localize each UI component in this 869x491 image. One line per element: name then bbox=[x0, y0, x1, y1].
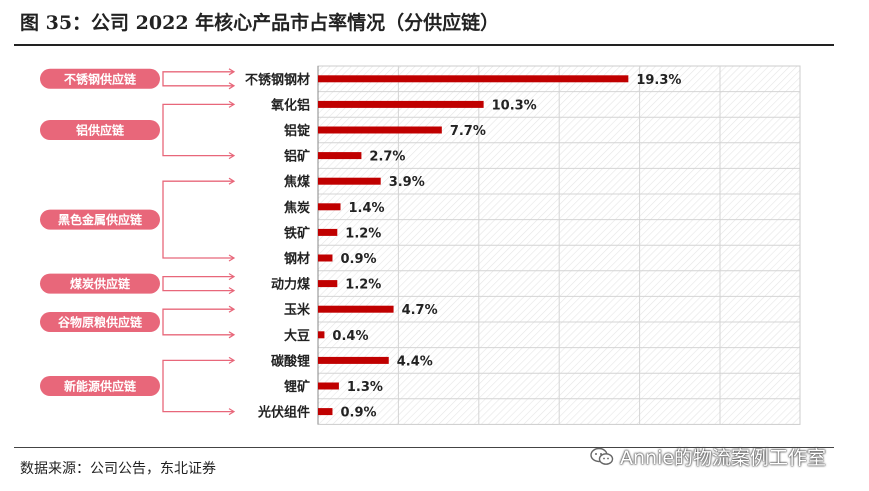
data-label: 4.4% bbox=[397, 354, 433, 369]
group-label: 谷物原粮供应链 bbox=[58, 315, 143, 330]
data-label: 4.7% bbox=[402, 303, 438, 318]
footer-divider bbox=[14, 447, 834, 448]
group-label: 煤炭供应链 bbox=[70, 276, 131, 291]
bracket-arrow bbox=[228, 152, 236, 160]
group-pill bbox=[40, 273, 160, 294]
data-label: 1.2% bbox=[345, 226, 381, 241]
bracket-arrow bbox=[228, 408, 236, 416]
data-label: 0.4% bbox=[332, 329, 368, 344]
source-note: 数据来源：公司公告，东北证券 bbox=[20, 461, 216, 477]
group-pill bbox=[40, 312, 160, 332]
category-label: 铝矿 bbox=[284, 149, 310, 165]
bar bbox=[318, 280, 338, 288]
bar bbox=[318, 228, 338, 236]
bar bbox=[318, 75, 629, 83]
title-divider bbox=[14, 44, 834, 46]
bracket-arrow bbox=[228, 287, 236, 295]
category-label: 动力煤 bbox=[271, 277, 310, 293]
category-label: 钢材 bbox=[284, 251, 310, 267]
data-label: 2.7% bbox=[369, 150, 405, 165]
bar bbox=[318, 152, 362, 160]
bracket-arrow bbox=[228, 305, 236, 313]
bracket-arrow bbox=[228, 68, 236, 76]
bar bbox=[318, 126, 442, 134]
category-label: 锂矿 bbox=[284, 379, 310, 395]
group-pill bbox=[40, 209, 160, 230]
group-bracket bbox=[162, 180, 233, 259]
category-label: 铝锭 bbox=[284, 123, 310, 139]
group-label: 不锈钢供应链 bbox=[64, 71, 137, 86]
bracket-arrow bbox=[228, 356, 236, 364]
data-label: 7.7% bbox=[450, 124, 486, 139]
bar bbox=[318, 177, 381, 185]
group-pill bbox=[40, 68, 160, 89]
bracket-arrow bbox=[228, 254, 236, 262]
category-label: 大豆 bbox=[284, 328, 310, 344]
bar bbox=[318, 382, 339, 390]
group-bracket bbox=[162, 308, 233, 336]
bracket-arrow bbox=[228, 100, 236, 108]
category-label: 氧化铝 bbox=[270, 97, 310, 113]
group-label: 铝供应链 bbox=[76, 123, 125, 138]
data-label: 1.4% bbox=[349, 201, 385, 216]
bracket-arrow bbox=[228, 331, 236, 339]
data-label: 1.3% bbox=[347, 380, 383, 395]
group-bracket bbox=[162, 359, 233, 413]
data-label: 3.9% bbox=[389, 175, 425, 190]
category-label: 玉米 bbox=[284, 302, 311, 318]
bracket-arrow bbox=[228, 82, 236, 90]
bar bbox=[318, 356, 389, 364]
group-bracket bbox=[162, 71, 233, 87]
data-label: 19.3% bbox=[636, 73, 681, 88]
bracket-arrow bbox=[228, 273, 236, 281]
category-label: 光伏组件 bbox=[257, 405, 310, 421]
group-pill bbox=[40, 376, 160, 396]
wechat-icon bbox=[590, 447, 614, 467]
page-title: 图 35：公司 2022 年核心产品市占率情况（分供应链） bbox=[20, 12, 500, 34]
bracket-arrow bbox=[228, 177, 236, 185]
group-label: 黑色金属供应链 bbox=[58, 212, 143, 227]
watermark-text: Annie的物流案例工作室 bbox=[620, 447, 827, 469]
data-label: 1.2% bbox=[345, 278, 381, 293]
category-label: 不锈钢钢材 bbox=[245, 72, 310, 88]
group-bracket bbox=[162, 275, 233, 292]
bar bbox=[318, 331, 325, 339]
group-pill bbox=[40, 120, 160, 140]
bar bbox=[318, 254, 333, 262]
group-bracket bbox=[162, 103, 233, 157]
data-label: 0.9% bbox=[340, 252, 376, 267]
category-label: 碳酸锂 bbox=[271, 353, 310, 369]
category-label: 铁矿 bbox=[283, 225, 310, 241]
bar bbox=[318, 305, 394, 313]
bar bbox=[318, 100, 484, 108]
data-label: 0.9% bbox=[340, 406, 376, 421]
data-label: 10.3% bbox=[492, 98, 537, 113]
bar bbox=[318, 203, 341, 211]
category-label: 焦煤 bbox=[283, 174, 310, 190]
watermark: Annie的物流案例工作室 bbox=[590, 443, 826, 470]
category-label: 焦炭 bbox=[283, 200, 310, 216]
bar bbox=[318, 408, 333, 416]
group-label: 新能源供应链 bbox=[64, 379, 137, 394]
